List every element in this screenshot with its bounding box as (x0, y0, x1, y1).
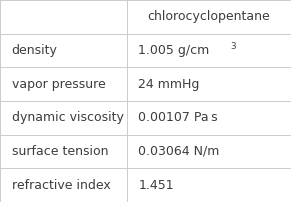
Text: dynamic viscosity: dynamic viscosity (12, 111, 123, 124)
Text: surface tension: surface tension (12, 145, 108, 158)
Text: 0.03064 N/m: 0.03064 N/m (138, 145, 220, 158)
Text: chlorocyclopentane: chlorocyclopentane (148, 10, 270, 23)
Text: 1.005 g/cm: 1.005 g/cm (138, 44, 210, 57)
Text: 24 mmHg: 24 mmHg (138, 78, 200, 91)
Text: density: density (12, 44, 58, 57)
Text: 3: 3 (230, 42, 236, 51)
Text: 1.451: 1.451 (138, 179, 174, 192)
Text: vapor pressure: vapor pressure (12, 78, 105, 91)
Text: 0.00107 Pa s: 0.00107 Pa s (138, 111, 218, 124)
Text: refractive index: refractive index (12, 179, 110, 192)
